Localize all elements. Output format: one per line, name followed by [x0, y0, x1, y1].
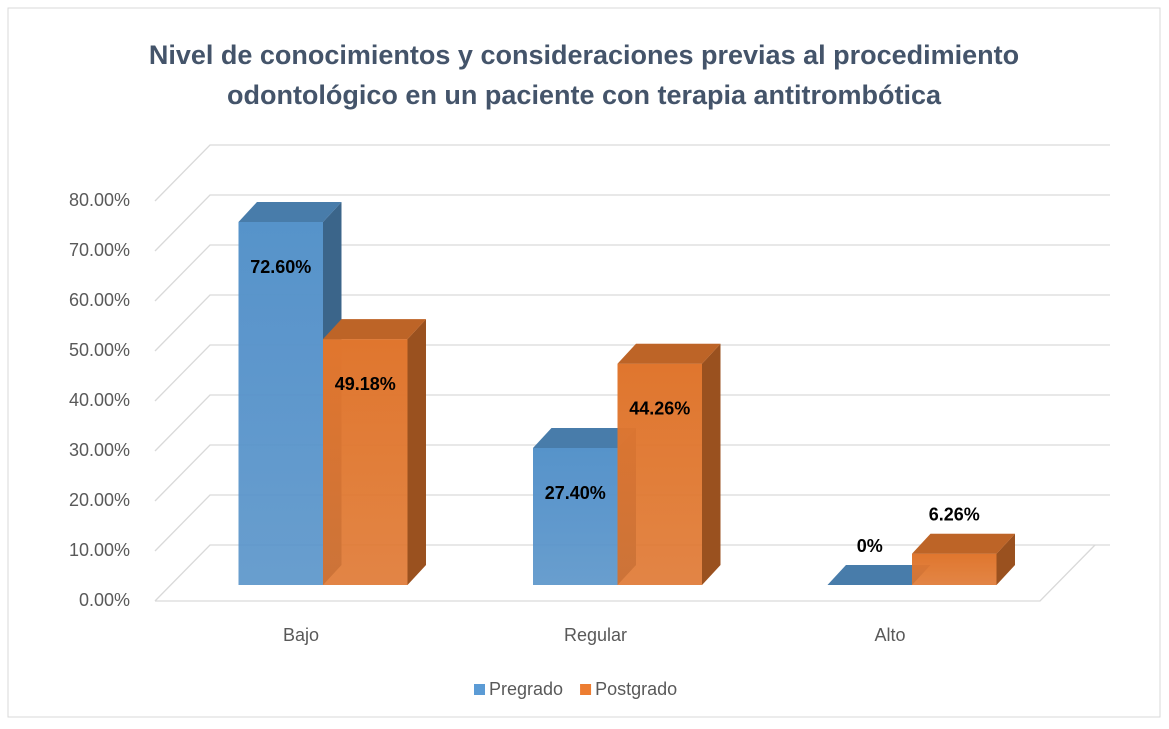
grid-line [154, 544, 1110, 602]
grid-line [155, 544, 1096, 602]
bar-top [533, 428, 636, 448]
x-tick-label: Regular [564, 625, 627, 645]
bar-side-shade [996, 533, 1015, 585]
bar-top [238, 202, 342, 222]
legend-label: Pregrado [489, 679, 563, 699]
bar-top [617, 343, 721, 364]
bar-front-shade [912, 553, 997, 585]
bar-top-shade [533, 428, 636, 448]
bar [827, 565, 931, 585]
bar-top-shade [238, 202, 342, 222]
bar-top-shade [323, 319, 426, 340]
bar-front-shade [617, 363, 702, 585]
y-tick-label: 60.00% [69, 290, 130, 310]
bar-front-shade [238, 222, 323, 585]
y-tick-label: 20.00% [69, 490, 130, 510]
data-label: 72.60% [250, 257, 311, 277]
data-label: 6.26% [929, 504, 980, 524]
bar-top-shade [827, 565, 931, 585]
grid-line [154, 244, 1110, 302]
bar-front [323, 339, 408, 585]
chart-title: odontológico en un paciente con terapia … [227, 80, 942, 110]
bar-front [533, 448, 618, 585]
bar-front-shade [323, 339, 408, 585]
bar-top [912, 533, 1015, 554]
y-tick-label: 30.00% [69, 440, 130, 460]
legend-swatch [474, 684, 485, 695]
bar-top-shade [912, 533, 1015, 554]
bar-top [827, 565, 931, 585]
data-label: 0% [857, 536, 883, 556]
y-tick-label: 50.00% [69, 340, 130, 360]
chart-border [7, 7, 1161, 718]
bar-front-shade [533, 448, 618, 585]
grid-line [154, 144, 1110, 202]
grid-line [154, 194, 1110, 252]
y-tick-label: 80.00% [69, 190, 130, 210]
bar-side [702, 343, 721, 585]
bar-top [323, 319, 426, 340]
bar-side-shade [407, 319, 426, 585]
data-label: 44.26% [629, 398, 690, 418]
grid-line [154, 444, 1110, 502]
data-label: 27.40% [545, 483, 606, 503]
legend-swatch [580, 684, 592, 695]
bar-top-shade [617, 343, 721, 364]
x-tick-label: Alto [874, 625, 905, 645]
y-tick-label: 40.00% [69, 390, 130, 410]
y-tick-label: 10.00% [69, 540, 130, 560]
bar [323, 319, 426, 585]
bar [617, 343, 721, 585]
bar-front [617, 363, 702, 585]
y-tick-label: 0.00% [79, 590, 130, 610]
chart-title: Nivel de conocimientos y consideraciones… [149, 40, 1019, 70]
bar [912, 533, 1015, 585]
bar-side [407, 319, 426, 585]
legend-label: Postgrado [595, 679, 677, 699]
bar-front [912, 553, 997, 585]
x-tick-label: Bajo [283, 625, 319, 645]
bar-front [238, 222, 323, 585]
grid-line [154, 394, 1110, 452]
bar-side-shade [702, 343, 721, 585]
grid-line [154, 294, 1110, 352]
grid-line [154, 494, 1110, 552]
grid-line [154, 344, 1110, 402]
data-label: 49.18% [335, 374, 396, 394]
y-tick-label: 70.00% [69, 240, 130, 260]
bar-side [996, 533, 1015, 585]
